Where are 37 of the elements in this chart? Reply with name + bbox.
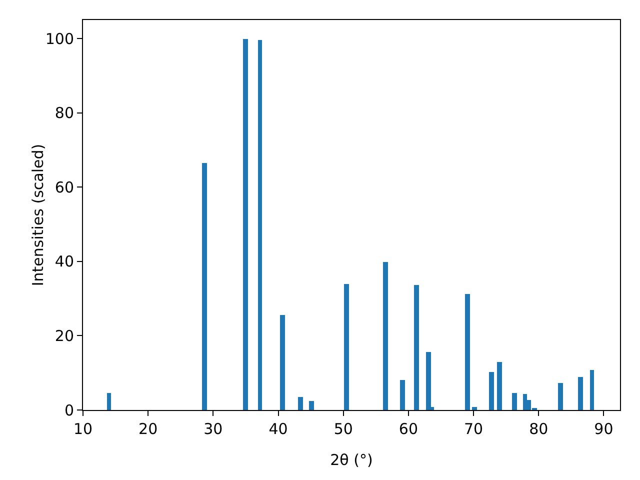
bar bbox=[344, 284, 349, 410]
bar bbox=[590, 370, 594, 410]
bar bbox=[472, 407, 477, 410]
x-tick-label: 40 bbox=[268, 420, 288, 438]
bar bbox=[414, 285, 419, 410]
y-tick-label: 40 bbox=[54, 252, 74, 271]
y-axis-title: Intensities (scaled) bbox=[29, 144, 47, 286]
bar bbox=[309, 401, 314, 410]
y-tick-label: 100 bbox=[45, 30, 74, 48]
bar bbox=[465, 294, 470, 410]
bar bbox=[512, 393, 517, 410]
x-tick-label: 70 bbox=[464, 420, 484, 438]
bar bbox=[497, 362, 502, 410]
y-tick-label: 80 bbox=[54, 104, 74, 122]
bar bbox=[400, 380, 405, 410]
bar bbox=[383, 262, 388, 410]
x-axis-title: 2θ (°) bbox=[330, 451, 373, 469]
bar bbox=[280, 315, 285, 410]
x-tick-label: 80 bbox=[529, 420, 548, 438]
bar bbox=[558, 383, 563, 410]
x-tick-label: 30 bbox=[204, 420, 223, 438]
x-tick-label: 90 bbox=[594, 420, 614, 438]
y-tick-label: 60 bbox=[54, 178, 74, 196]
bar bbox=[298, 397, 303, 410]
x-tick-label: 50 bbox=[334, 420, 353, 438]
bar bbox=[202, 163, 207, 410]
bar bbox=[243, 39, 248, 410]
bar bbox=[107, 393, 111, 410]
bar bbox=[258, 40, 262, 410]
y-tick-label: 0 bbox=[64, 401, 74, 420]
bar bbox=[489, 372, 494, 410]
bar bbox=[426, 352, 431, 410]
y-tick-label: 20 bbox=[54, 326, 74, 345]
x-tick-label: 10 bbox=[73, 420, 93, 438]
bar bbox=[578, 377, 583, 410]
x-tick-label: 60 bbox=[398, 420, 418, 438]
x-tick-label: 20 bbox=[138, 420, 158, 438]
